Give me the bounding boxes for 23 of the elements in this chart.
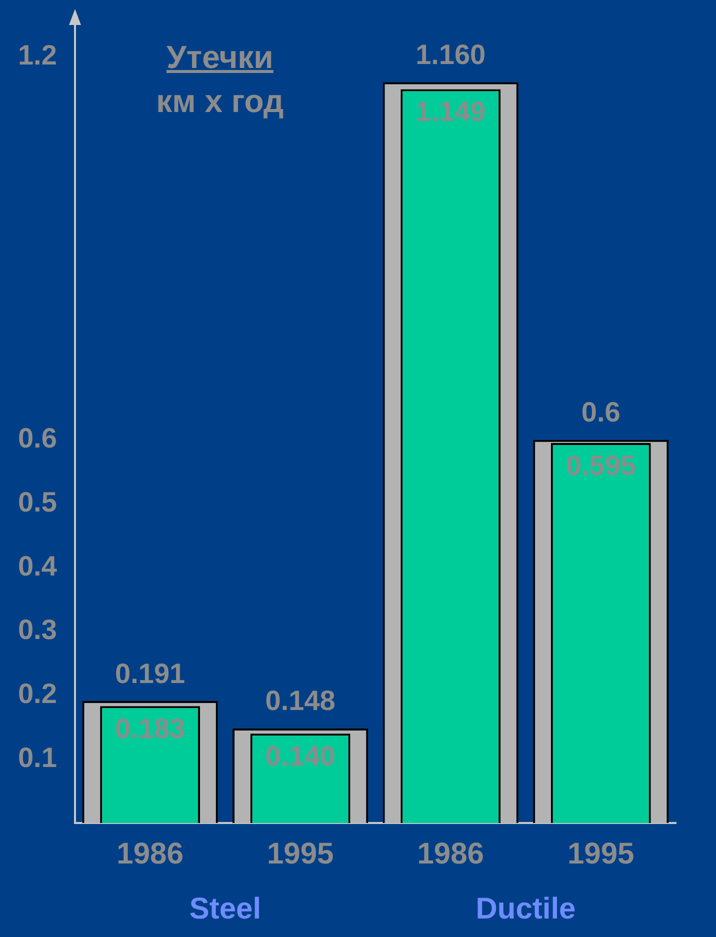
y-tick-label: 0.3 [18, 614, 57, 646]
text: Ductile [476, 892, 576, 926]
y-tick-label: 0.4 [18, 550, 58, 582]
data-label: 0.140 [265, 740, 336, 772]
x-tick-label: 1995 [567, 837, 634, 870]
data-label: 1.160 [416, 38, 486, 70]
y-tick-label: 0.5 [18, 486, 57, 518]
text: Steel [189, 892, 262, 926]
data-label: 0.183 [115, 712, 186, 744]
text: Утечки [166, 38, 274, 77]
data-label: 0.6 [581, 396, 620, 428]
y-tick-label: 0.6 [18, 422, 57, 454]
data-label: 0.148 [265, 685, 336, 716]
x-tick-label: 1986 [116, 837, 184, 870]
x-tick-label: 1986 [417, 837, 484, 870]
y-tick-label: 1.2 [18, 39, 57, 70]
x-tick-label: 1995 [266, 837, 334, 870]
y-tick-label: 0.1 [18, 742, 57, 773]
data-label: 0.191 [115, 658, 186, 689]
data-label: 1.149 [416, 96, 486, 128]
text: км х год [155, 82, 285, 121]
data-label: 0.595 [566, 450, 636, 481]
y-tick-label: 0.2 [18, 678, 57, 710]
